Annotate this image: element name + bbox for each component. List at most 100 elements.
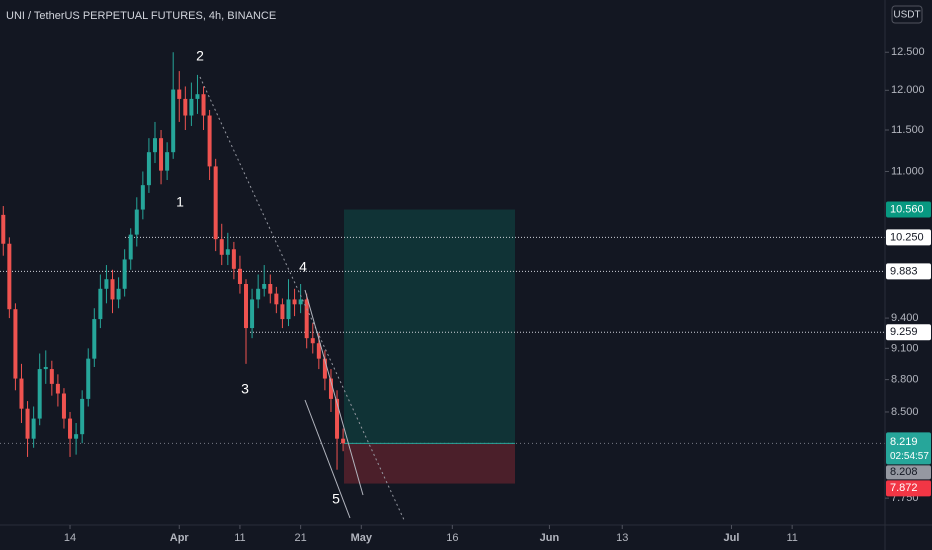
candle-body <box>98 288 103 320</box>
x-tick-label: May <box>351 532 373 544</box>
candle-body <box>128 234 133 260</box>
candle-body <box>146 152 151 186</box>
candle-body <box>310 338 315 344</box>
candle-body <box>256 288 261 300</box>
x-tick-label: Jun <box>540 532 560 544</box>
candle-body <box>49 369 54 384</box>
y-tick-label: 12.000 <box>891 84 925 96</box>
y-tick-label: 8.800 <box>891 374 919 386</box>
channel-line <box>304 289 364 496</box>
candle-body <box>298 299 303 305</box>
candle-body <box>159 138 164 171</box>
candle-body <box>1 214 6 244</box>
candle-body <box>225 249 230 255</box>
countdown-label: 02:54:57 <box>890 451 929 462</box>
candle-body <box>68 418 73 439</box>
candle-body <box>13 309 18 379</box>
currency-button[interactable] <box>891 5 923 24</box>
chart-title: UNI / TetherUS PERPETUAL FUTURES, 4h, BI… <box>6 10 276 22</box>
candle-body <box>177 89 182 99</box>
candle-body <box>328 378 333 399</box>
wave-label: 1 <box>176 194 184 210</box>
x-tick-label: 11 <box>234 532 245 544</box>
candle-body <box>304 299 309 339</box>
candle-body <box>183 98 188 116</box>
candle-body <box>104 279 109 289</box>
candle-body <box>280 304 285 320</box>
price-tag-label: 10.560 <box>890 203 924 215</box>
x-tick-label: 11 <box>786 532 797 544</box>
candle-body <box>152 138 157 153</box>
candle-body <box>286 299 291 320</box>
candle-body <box>25 408 30 439</box>
x-tick-label: 21 <box>294 532 306 544</box>
candle-body <box>201 94 206 116</box>
candle-body <box>316 343 321 359</box>
candle-body <box>207 115 212 167</box>
candle-body <box>213 166 218 240</box>
wave-label: 5 <box>332 491 340 507</box>
candle-body <box>189 98 194 116</box>
price-tag-label: 8.208 <box>890 466 918 478</box>
candle-body <box>116 288 121 300</box>
candle-body <box>335 398 340 439</box>
x-tick-label: 13 <box>616 532 628 544</box>
price-tag <box>886 432 931 465</box>
candle-body <box>122 259 127 289</box>
price-tag <box>886 465 931 480</box>
price-tag <box>886 480 931 497</box>
y-tick-label: 8.500 <box>891 406 919 418</box>
y-tick-label: 9.400 <box>891 312 919 324</box>
price-tag-label: 10.250 <box>890 231 924 243</box>
x-tick-label: Apr <box>170 532 190 544</box>
candle-body <box>341 438 346 444</box>
target-zone <box>344 209 515 444</box>
price-tag-label: 8.219 <box>890 436 918 448</box>
candle-body <box>31 418 36 439</box>
candle-body <box>110 279 115 300</box>
candle-body <box>237 268 242 284</box>
y-tick-label: 11.000 <box>891 165 924 177</box>
trend-line <box>199 76 406 523</box>
plot-area <box>0 52 885 484</box>
currency-label[interactable]: USDT <box>893 10 920 21</box>
candle-body <box>195 94 200 99</box>
candle-body <box>134 209 139 235</box>
candle-body <box>292 299 297 305</box>
candle-body <box>219 239 224 255</box>
candle-body <box>244 283 249 329</box>
candle-body <box>268 283 273 294</box>
candle-body <box>86 358 91 399</box>
candle-body <box>250 299 255 329</box>
y-tick-label: 11.500 <box>891 124 924 136</box>
price-tag-label: 9.259 <box>890 326 918 338</box>
price-tag-label: 7.872 <box>890 482 918 494</box>
stop-zone <box>344 443 515 484</box>
y-tick-label: 12.500 <box>891 46 925 58</box>
y-tick-label: 9.100 <box>891 342 919 354</box>
price-tag <box>886 201 931 218</box>
price-tag <box>886 324 931 341</box>
candle-body <box>80 398 85 435</box>
candle-body <box>231 249 236 269</box>
wave-label: 3 <box>241 381 249 397</box>
price-tag <box>886 229 931 246</box>
wave-label: 2 <box>196 48 204 64</box>
candle-body <box>262 283 267 289</box>
x-tick-label: 16 <box>446 532 458 544</box>
candle-body <box>171 89 176 153</box>
candle-body <box>7 243 12 310</box>
candle-body <box>274 293 279 305</box>
channel-line <box>304 399 351 519</box>
price-tag-label: 9.883 <box>890 265 918 277</box>
candle-body <box>140 185 145 210</box>
wave-label: 4 <box>299 259 307 275</box>
candle-body <box>92 319 97 359</box>
candle-body <box>43 366 48 370</box>
candle-body <box>37 369 42 419</box>
candle-body <box>74 434 79 439</box>
price-tag <box>886 263 931 280</box>
x-tick-label: Jul <box>724 532 740 544</box>
